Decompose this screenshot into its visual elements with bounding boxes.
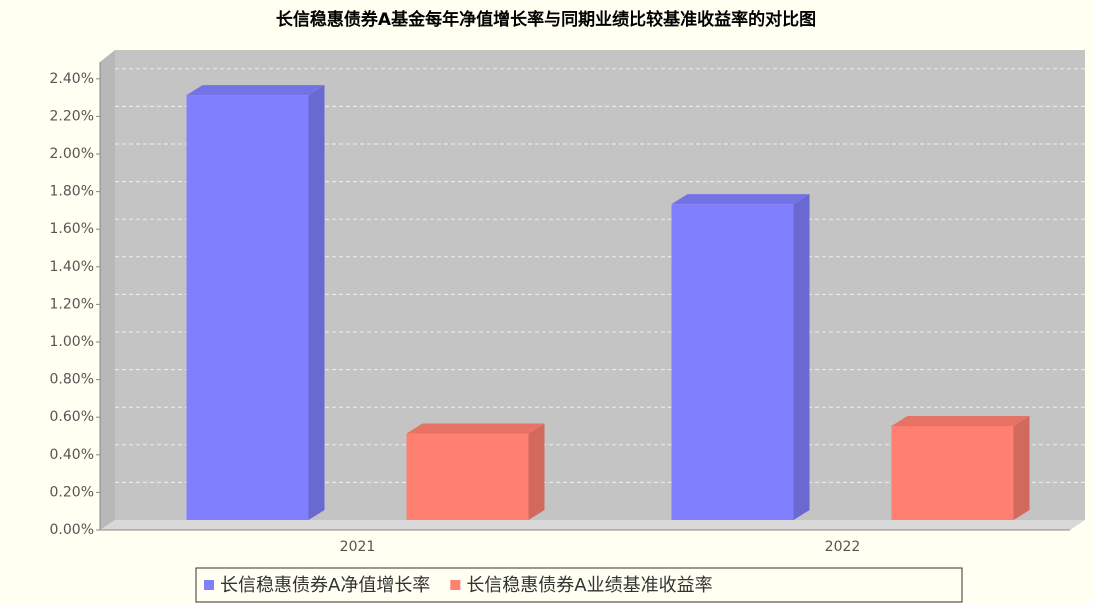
- bar-side: [528, 423, 545, 520]
- legend-label: 长信稳惠债券A业绩基准收益率: [466, 575, 712, 596]
- y-tick-label: 0.80%: [50, 372, 94, 388]
- bar: [891, 416, 1030, 520]
- bar-front: [406, 433, 529, 520]
- y-tick-label: 2.20%: [50, 108, 94, 124]
- y-tick-label: 1.80%: [50, 184, 94, 200]
- chart-title: 长信稳惠债券A基金每年净值增长率与同期业绩比较基准收益率的对比图: [276, 9, 816, 30]
- plot-floor: [100, 520, 1085, 530]
- bar-top: [186, 85, 325, 96]
- y-tick-label: 1.00%: [50, 334, 94, 350]
- y-tick-label: 0.40%: [50, 447, 94, 463]
- legend-label: 长信稳惠债券A净值增长率: [220, 575, 430, 596]
- y-tick-label: 2.40%: [50, 71, 94, 87]
- y-tick-label: 0.60%: [50, 409, 94, 425]
- bar-side: [1013, 416, 1030, 520]
- y-tick-label: 0.00%: [50, 522, 94, 538]
- bar: [186, 85, 325, 521]
- bar-top: [406, 423, 545, 434]
- bar-front: [671, 204, 794, 520]
- y-tick-label: 0.20%: [50, 484, 94, 500]
- x-tick-label: 2022: [825, 539, 861, 555]
- bar-top: [891, 416, 1030, 426]
- legend: [195, 567, 963, 603]
- bar: [671, 194, 810, 520]
- bar: [406, 423, 545, 520]
- y-tick-label: 2.00%: [50, 146, 94, 162]
- legend-swatch: [204, 580, 214, 590]
- x-tick-label: 2021: [340, 539, 376, 555]
- bar-side: [308, 85, 325, 521]
- bar-side: [793, 194, 810, 520]
- bar-top: [671, 194, 810, 205]
- y-tick-label: 1.60%: [50, 221, 94, 237]
- legend-swatch: [450, 580, 461, 590]
- bar-front: [891, 426, 1014, 520]
- bar-front: [186, 95, 309, 521]
- y-tick-label: 1.40%: [50, 259, 94, 275]
- y-tick-label: 1.20%: [50, 296, 94, 312]
